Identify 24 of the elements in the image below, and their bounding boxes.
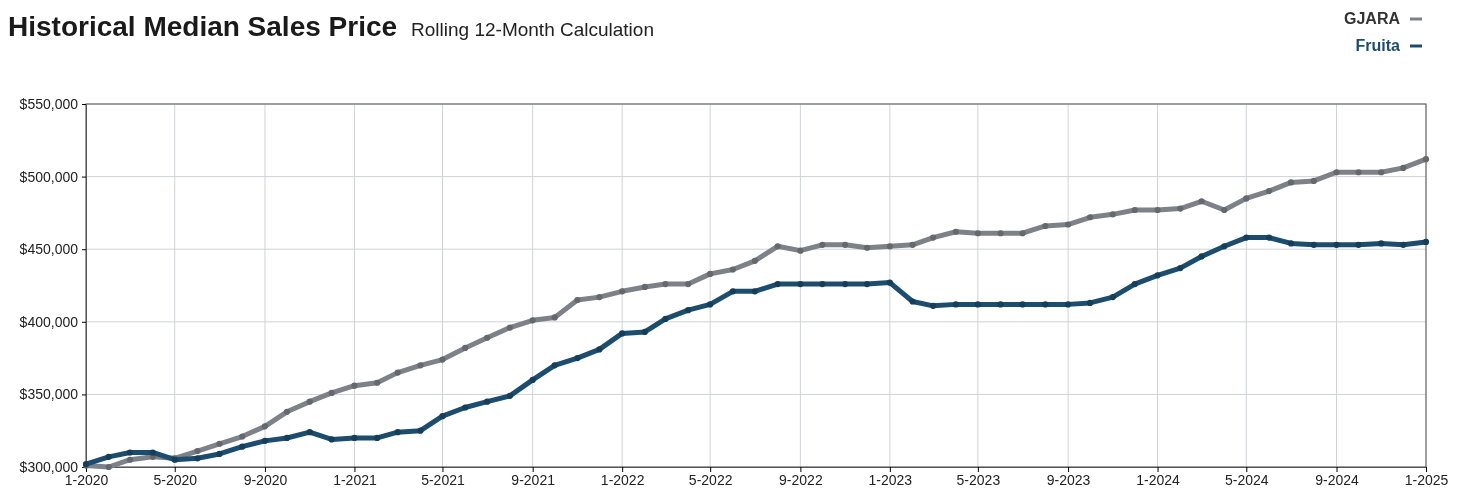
x-tick-label: 5-2022: [688, 471, 733, 488]
x-tick-label: 5-2023: [956, 471, 1001, 488]
legend-label: Fruita: [1355, 37, 1401, 54]
y-tick-label: $400,000: [19, 313, 79, 330]
x-tick-label: 9-2022: [779, 471, 823, 488]
x-tick-label: 9-2021: [511, 471, 556, 488]
x-tick-label: 5-2021: [421, 471, 465, 488]
legend-label: GJARA: [1343, 10, 1401, 27]
x-tick-label: 9-2023: [1046, 471, 1091, 488]
x-tick-label: 1-2022: [600, 471, 645, 488]
y-tick-label: $450,000: [19, 241, 79, 258]
y-tick-label: $350,000: [19, 386, 79, 403]
x-tick-label: 5-2020: [153, 471, 198, 488]
x-tick-label: 9-2020: [243, 471, 288, 488]
x-tick-label: 1-2025: [1404, 471, 1449, 488]
x-tick-label: 9-2024: [1315, 471, 1360, 488]
x-tick-label: 1-2021: [333, 471, 377, 488]
chart-title: Historical Median Sales Price: [8, 11, 398, 42]
x-tick-label: 1-2024: [1136, 471, 1181, 488]
x-tick-label: 1-2023: [868, 471, 913, 488]
y-tick-label: $500,000: [19, 168, 79, 185]
chart-subtitle: Rolling 12-Month Calculation: [411, 19, 654, 40]
x-tick-label: 5-2024: [1225, 471, 1269, 488]
y-tick-label: $550,000: [19, 95, 79, 112]
